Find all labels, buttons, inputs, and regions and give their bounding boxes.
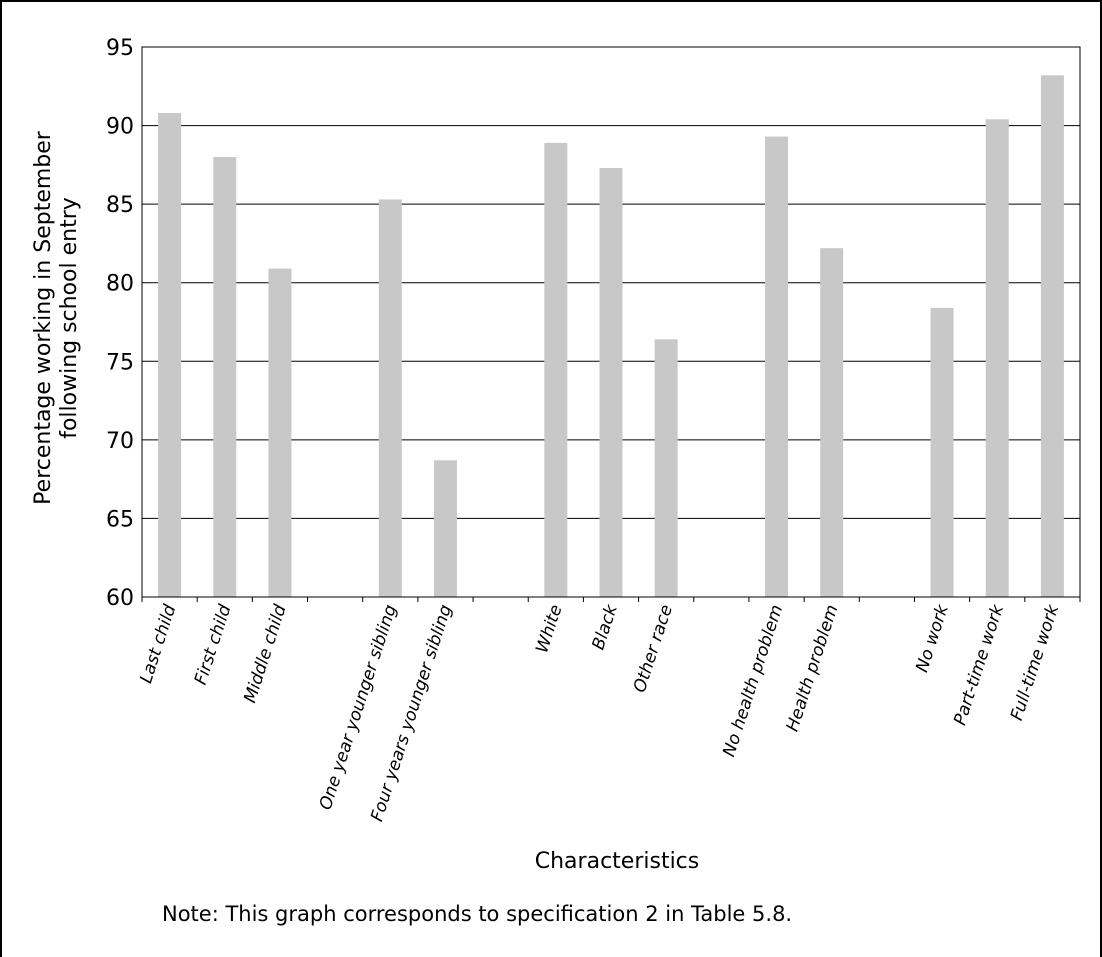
bar (378, 199, 402, 597)
bar (599, 168, 623, 597)
x-tick-label: First child (191, 602, 236, 687)
bar (433, 460, 457, 597)
bar (985, 119, 1009, 598)
plot-area-frame (141, 46, 1081, 598)
x-axis-title: Characteristics (535, 849, 699, 874)
y-tick-label: 85 (106, 193, 134, 218)
y-tick-label: 95 (106, 36, 134, 61)
x-tick-label: No health problem (719, 602, 787, 759)
x-tick-label: Part-time work (950, 601, 1008, 728)
x-tick-label: Black (589, 601, 623, 652)
x-tick-label: Last child (136, 602, 180, 686)
bar (820, 248, 844, 597)
bar (158, 113, 182, 597)
x-axis-ticks: Last child First child Middle child One yea… (136, 597, 1081, 824)
bar (654, 339, 678, 597)
y-tick-label: 80 (106, 272, 134, 297)
x-tick-label: Full-time work (1007, 601, 1064, 723)
x-tick-label: Middle child (240, 602, 291, 705)
x-tick-label: No work (912, 601, 953, 675)
bar (268, 268, 292, 597)
x-tick-label: Health problem (783, 602, 843, 734)
y-axis-title-line-2: following school entry (57, 197, 82, 439)
y-tick-label: 65 (106, 507, 134, 532)
x-tick-label: White (532, 602, 566, 655)
bars (158, 75, 1064, 598)
y-axis-ticks: 60 65 70 75 80 85 90 95 (106, 36, 134, 611)
bar (213, 157, 237, 597)
y-tick-label: 75 (106, 350, 134, 375)
bar (930, 307, 954, 597)
bar (544, 142, 568, 597)
y-axis-title-line-1: Percentage working in September (31, 130, 56, 505)
y-tick-label: 70 (106, 429, 134, 454)
y-tick-label: 60 (106, 586, 134, 611)
y-axis-title: Percentage working in September followin… (31, 130, 82, 505)
bar (765, 136, 789, 598)
bar (1040, 75, 1064, 598)
y-tick-label: 90 (106, 115, 134, 140)
x-tick-label: Other race (630, 602, 677, 695)
chart-note: Note: This graph corresponds to specific… (162, 902, 792, 926)
